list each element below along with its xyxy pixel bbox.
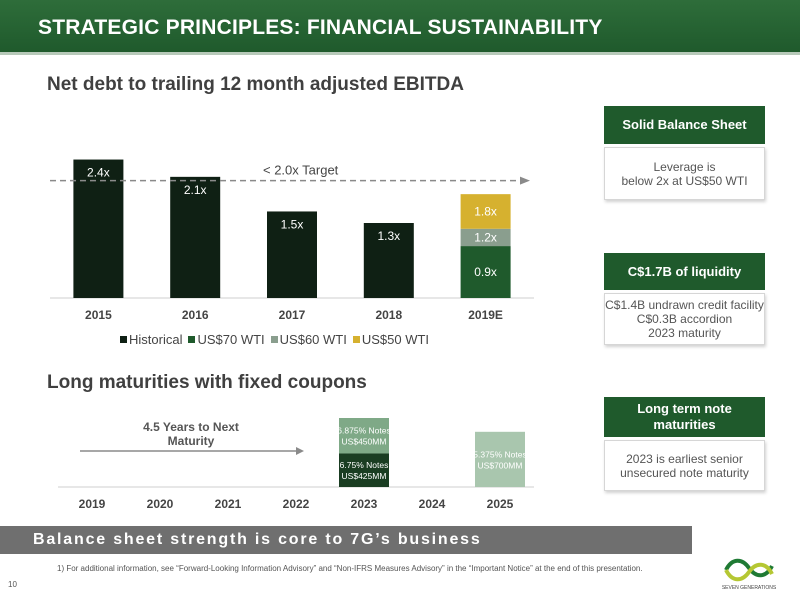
card-line: below 2x at US$50 WTI [621,173,748,188]
tick-label-2024: 2024 [419,497,446,511]
leverage-legend: Historical US$70 WTI US$60 WTI US$50 WTI [120,332,429,347]
legend-swatch [120,336,127,343]
card-liquidity-body: C$1.4B undrawn credit facility C$0.3B ac… [604,293,765,345]
leverage-section-title: Net debt to trailing 12 month adjusted E… [47,74,464,95]
tick-label-2021: 2021 [215,497,242,511]
bar-2019E-us-50-wti [460,194,511,229]
legend-label: US$60 WTI [279,332,347,347]
maturity-label-2: 5.375% Notes [473,449,526,459]
legend-label: US$70 WTI [197,332,265,347]
bar-label-2018: 1.3x [377,229,400,243]
card-note-maturities-title: Long term note maturities [604,397,765,437]
legend-item: US$70 WTI [188,332,265,347]
bar-label-2015: 2.4x [87,166,110,180]
bar-2019E-us-60-wti [460,228,511,247]
tick-label-2025: 2025 [487,497,514,511]
bar-2016 [170,176,221,298]
legend-label: Historical [129,332,183,347]
bar-label-2016: 2.1x [184,183,207,197]
arrow-label-line1: 4.5 Years to Next [143,420,239,434]
card-line: C$0.3B accordion [636,312,733,326]
slide-title: STRATEGIC PRINCIPLES: FINANCIAL SUSTAINA… [38,16,603,39]
card-line: unsecured note maturity [620,465,749,480]
bar-2015 [73,159,124,298]
maturity-label-1: 6.875% Notes [337,426,390,436]
maturity-label-0-b: US$425MM [342,471,387,481]
bar-2019E-us-70-wti [460,246,511,298]
maturity-bar-1 [339,418,389,454]
card-line: C$1.4B undrawn credit facility [605,298,764,312]
legend-item: US$50 WTI [352,332,430,347]
footnote: 1) For additional information, see “Forw… [57,564,643,573]
bar-label-2017: 1.5x [281,217,304,231]
tagline-bar: Balance sheet strength is core to 7G’s b… [0,526,692,554]
maturity-label-2-b: US$700MM [478,460,523,470]
bar-label-2019E-1: 0.9x [474,265,497,279]
legend-swatch [188,336,196,343]
slide-header: STRATEGIC PRINCIPLES: FINANCIAL SUSTAINA… [0,0,800,55]
bar-label-2019E-3: 1.8x [474,204,497,218]
maturity-label-0: 6.75% Notes [340,460,389,470]
tick-label-2023: 2023 [351,497,378,511]
bar-label-2019E-2: 1.2x [474,230,497,244]
tick-label-2019E: 2019E [468,308,503,322]
tick-label-2020: 2020 [147,497,174,511]
legend-label: US$50 WTI [361,332,430,347]
tick-label-2018: 2018 [375,308,402,322]
card-line: 2023 maturity [648,326,721,340]
maturity-bar-0 [339,453,389,487]
tick-label-2017: 2017 [279,308,306,322]
maturities-section-title: Long maturities with fixed coupons [47,372,367,393]
tagline: Balance sheet strength is core to 7G’s b… [33,531,482,548]
seven-generations-logo: SEVEN GENERATIONS [722,558,777,591]
maturity-bar-2 [475,431,525,487]
tick-label-2022: 2022 [283,497,310,511]
card-solid-balance-sheet-title: Solid Balance Sheet [604,106,765,144]
arrow-label-line2: Maturity [168,434,215,448]
bar-2017 [267,211,317,298]
target-arrowhead [520,176,530,185]
legend-item: US$60 WTI [270,332,347,347]
card-solid-balance-sheet-body: Leverage is below 2x at US$50 WTI [604,147,765,200]
page-number: 10 [8,580,17,589]
maturity-arrowhead [296,447,304,455]
tick-label-2019: 2019 [79,497,106,511]
card-line: Leverage is [653,159,716,174]
logo-text: SEVEN GENERATIONS [722,585,777,591]
legend-swatch [352,336,360,343]
card-note-maturities-body: 2023 is earliest senior unsecured note m… [604,440,765,491]
maturity-label-1-b: US$450MM [342,437,387,447]
card-line: 2023 is earliest senior [626,451,743,466]
card-liquidity-title: C$1.7B of liquidity [604,253,765,290]
target-label: < 2.0x Target [263,163,339,178]
bar-2018 [363,223,414,298]
legend-swatch [270,336,278,343]
tick-label-2016: 2016 [182,308,209,322]
tick-label-2015: 2015 [85,308,112,322]
legend-item: Historical [120,332,182,347]
